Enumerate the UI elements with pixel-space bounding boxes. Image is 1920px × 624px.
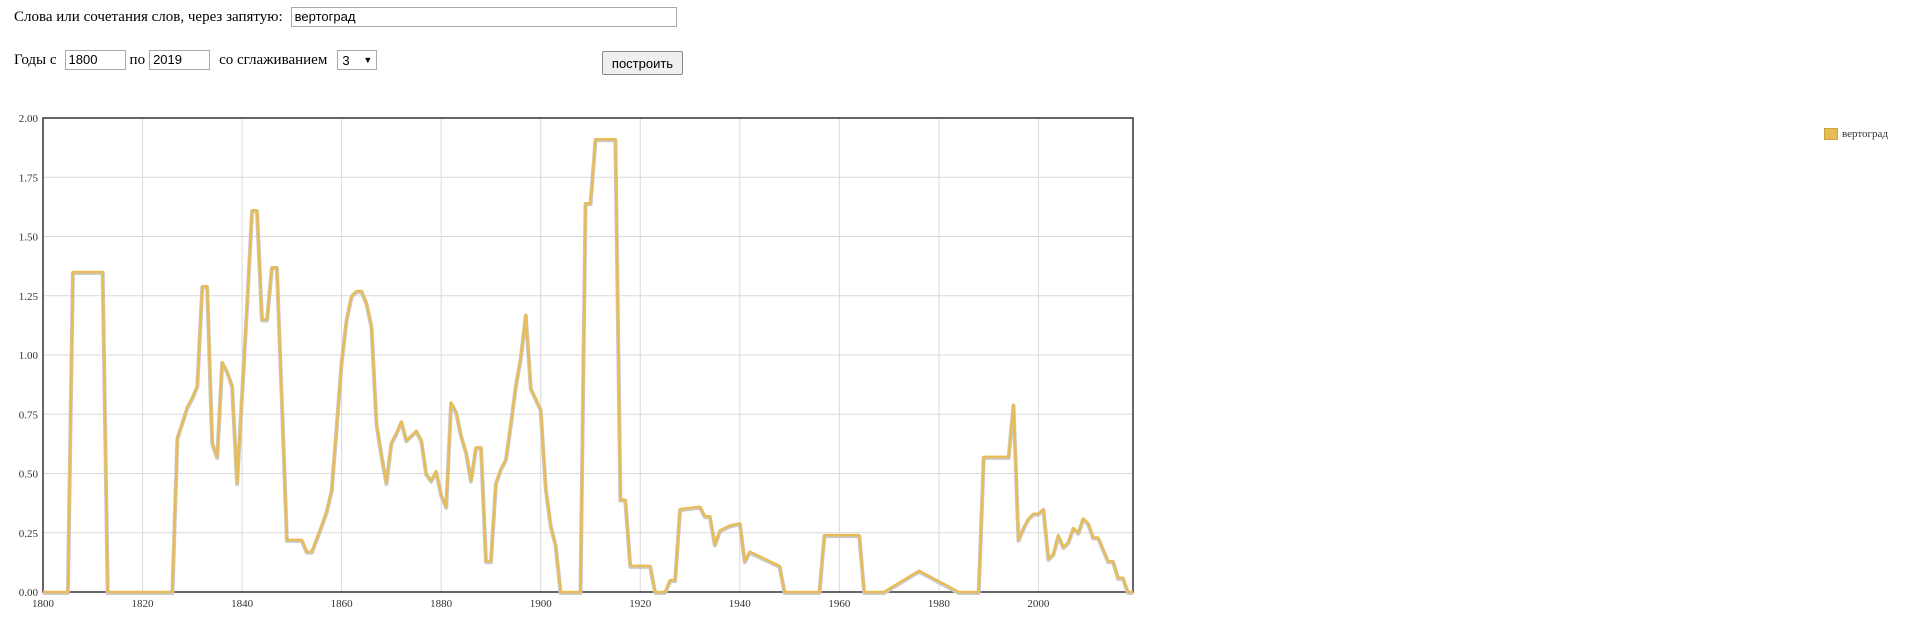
y-tick-label: 1.25: [19, 291, 39, 303]
x-tick-label: 1800: [32, 598, 55, 610]
words-row: Слова или сочетания слов, через запятую:…: [14, 7, 677, 27]
y-tick-label: 2.00: [19, 113, 39, 125]
x-tick-label: 1940: [729, 598, 752, 610]
y-tick-label: 1.00: [19, 350, 39, 362]
years-from-label: Годы с: [14, 51, 57, 68]
chevron-down-icon: ▼: [363, 55, 373, 65]
words-input[interactable]: вертоград: [290, 7, 677, 27]
x-tick-label: 1820: [132, 598, 155, 610]
x-tick-label: 2000: [1027, 598, 1050, 610]
plot-frame: [42, 117, 1134, 593]
words-label: Слова или сочетания слов, через запятую:: [14, 8, 283, 25]
x-tick-label: 1980: [928, 598, 951, 610]
y-tick-label: 0.75: [19, 409, 39, 421]
build-button[interactable]: построить: [602, 51, 683, 75]
year-from-input[interactable]: 1800: [64, 50, 126, 70]
x-tick-label: 1920: [629, 598, 652, 610]
legend-label: вертоград: [1842, 128, 1889, 140]
series-line-shadow: [43, 138, 1133, 595]
smoothing-value: 3: [342, 52, 350, 68]
y-tick-label: 1.75: [19, 172, 39, 184]
year-to-input[interactable]: 2019: [149, 50, 211, 70]
years-row: Годы с 1800 по 2019 со сглаживанием 3 ▼: [14, 50, 378, 70]
smoothing-select[interactable]: 3 ▼: [337, 50, 378, 70]
y-tick-label: 1.50: [19, 232, 39, 244]
x-tick-label: 1880: [430, 598, 453, 610]
x-tick-label: 1900: [530, 598, 553, 610]
legend: вертоград: [1824, 128, 1888, 140]
y-tick-label: 0.00: [19, 587, 39, 599]
x-tick-label: 1860: [331, 598, 354, 610]
smoothing-label: со сглаживанием: [219, 51, 328, 68]
years-to-label: по: [129, 51, 146, 68]
x-tick-label: 1840: [231, 598, 254, 610]
series-line: [43, 138, 1133, 594]
legend-swatch: [1824, 128, 1838, 140]
y-tick-label: 0.50: [19, 469, 39, 481]
x-tick-label: 1960: [828, 598, 851, 610]
y-tick-label: 0.25: [19, 528, 39, 540]
